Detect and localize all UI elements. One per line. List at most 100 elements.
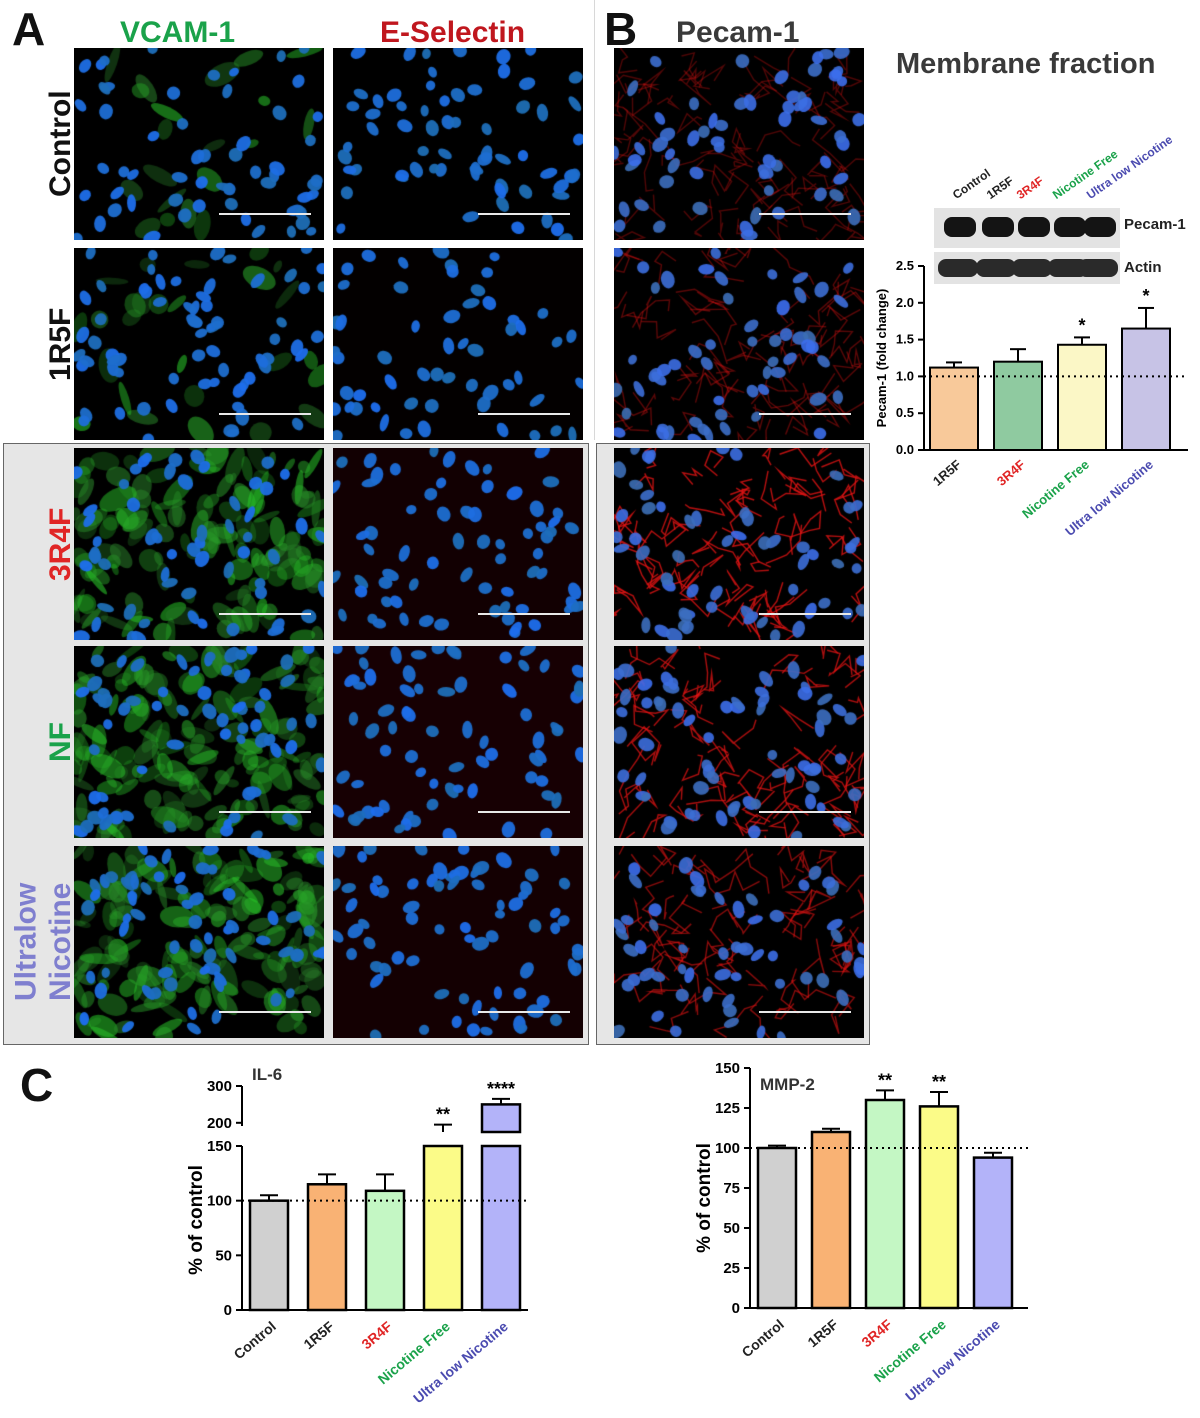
mmp2-chart: MMP-2 0 25 50 75 100 125 150 % of control Control…	[694, 1060, 1028, 1404]
category-label-0: 1R5F	[930, 457, 964, 489]
significance-2: *	[1078, 315, 1085, 335]
y-tick-label: 0	[224, 1302, 232, 1319]
micrograph-pecam1-ultralow-nicotine	[614, 846, 864, 1038]
scale-bar	[759, 1011, 851, 1013]
y-tick-label: 1.5	[896, 332, 914, 347]
column-header-vcam1: VCAM-1	[120, 16, 236, 49]
micrograph-pecam1-3r4f	[614, 448, 864, 640]
chart-title: MMP-2	[760, 1075, 815, 1094]
bar-3	[918, 1105, 960, 1310]
scale-bar	[478, 613, 570, 615]
pecam1-band-3	[1054, 217, 1086, 237]
y-tick-label: 300	[207, 1078, 232, 1095]
pecam1-fold-change-chart: 0.0 0.5 1.0 1.5 2.0 2.5 Pecam-1 (fold change) 1…	[874, 258, 1188, 539]
y-tick-label: 150	[207, 1138, 232, 1155]
panel-separator	[594, 0, 595, 440]
scale-bar	[478, 213, 570, 215]
actin-band-2	[1012, 259, 1052, 277]
actin-band-4	[1078, 259, 1118, 277]
il6-chart: IL-6 0 50 100 150 200 300 % of control Control 1R…	[186, 1065, 528, 1406]
blot-label-pecam1: Pecam-1	[1124, 216, 1186, 233]
y-tick-label: 2.0	[896, 295, 914, 310]
y-axis-label: % of control	[694, 1143, 715, 1253]
y-tick-label: 100	[207, 1193, 232, 1210]
bar-1	[810, 1130, 852, 1310]
panel-b-letter: B	[604, 3, 638, 55]
y-axis-label: Pecam-1 (fold change)	[874, 289, 889, 428]
micrograph-vcam1-control	[74, 48, 324, 240]
scale-bar	[759, 811, 851, 813]
category-label-4: Ultra low Nicotine	[410, 1318, 511, 1406]
bar-1	[993, 360, 1043, 451]
y-axis-label: % of control	[186, 1165, 207, 1275]
significance-2: **	[878, 1070, 892, 1090]
y-tick-label: 100	[715, 1140, 740, 1157]
bar-2	[864, 1098, 906, 1310]
actin-band-1	[976, 259, 1016, 277]
significance-3: *	[1142, 286, 1149, 306]
bar-2	[364, 1189, 406, 1312]
category-label-0: Control	[231, 1318, 279, 1362]
bar-lower-4	[480, 1144, 522, 1312]
pecam1-band-2	[1018, 217, 1050, 237]
category-label-0: Control	[739, 1316, 787, 1360]
bar-0	[756, 1146, 798, 1310]
panel-c-letter: C	[20, 1059, 54, 1111]
blot-lane-label-2: 3R4F	[1013, 173, 1047, 202]
panel-a-letter: A	[12, 3, 46, 55]
bar-2	[1057, 343, 1107, 451]
bar-1	[306, 1183, 348, 1312]
chart-title: IL-6	[252, 1065, 282, 1084]
y-tick-label: 125	[715, 1100, 740, 1117]
y-tick-label: 75	[723, 1180, 740, 1197]
scale-bar	[219, 413, 311, 415]
y-tick-label: 150	[715, 1060, 740, 1077]
column-header-pecam1: Pecam-1	[676, 16, 800, 49]
category-label-2: 3R4F	[858, 1316, 895, 1351]
y-tick-label: 0.5	[896, 405, 914, 420]
category-label-2: 3R4F	[358, 1318, 395, 1353]
membrane-fraction-title: Membrane fraction	[896, 48, 1156, 80]
micrograph-e-selectin-ultralow-nicotine	[333, 846, 583, 1038]
bar-0	[929, 366, 979, 451]
significance-4: ****	[487, 1079, 515, 1099]
column-header-e-selectin: E-Selectin	[380, 16, 526, 49]
significance-3: **	[436, 1105, 450, 1125]
bar-3	[1121, 327, 1171, 451]
actin-band-0	[938, 259, 978, 277]
category-label-1: 1R5F	[300, 1318, 337, 1353]
scale-bar	[219, 1011, 311, 1013]
scale-bar	[478, 811, 570, 813]
scale-bar	[478, 1011, 570, 1013]
y-tick-label: 0.0	[896, 442, 914, 457]
bar-4	[972, 1156, 1014, 1310]
pecam1-band-1	[982, 217, 1014, 237]
bar-upper-4	[480, 1103, 522, 1134]
category-label-1: 1R5F	[804, 1316, 841, 1351]
blot-lane-label-0: Control	[949, 166, 993, 202]
scale-bar	[219, 811, 311, 813]
scale-bar	[219, 213, 311, 215]
blot-label-actin: Actin	[1124, 259, 1162, 276]
y-tick-label: 50	[723, 1220, 740, 1237]
micrograph-vcam1-ultralow-nicotine	[74, 846, 324, 1038]
significance-3: **	[932, 1072, 946, 1092]
y-tick-label: 0	[732, 1300, 740, 1317]
pecam1-band-0	[944, 217, 976, 237]
micrograph-pecam1-nf	[614, 646, 864, 838]
scale-bar	[759, 613, 851, 615]
pecam1-band-4	[1084, 217, 1116, 237]
micrograph-vcam1-1r5f	[74, 248, 324, 440]
row-label-ultralow-nicotine: Ultralow Nicotine	[9, 882, 78, 1002]
micrograph-vcam1-nf	[74, 646, 324, 838]
y-tick-label: 2.5	[896, 258, 914, 273]
scale-bar	[219, 613, 311, 615]
scale-bar	[478, 413, 570, 415]
micrograph-e-selectin-nf	[333, 646, 583, 838]
category-label-4: Ultra low Nicotine	[902, 1316, 1003, 1404]
scale-bar	[759, 413, 851, 415]
micrograph-pecam1-control	[614, 48, 864, 240]
micrograph-e-selectin-1r5f	[333, 248, 583, 440]
bar-0	[248, 1199, 290, 1312]
category-label-1: 3R4F	[994, 457, 1028, 489]
